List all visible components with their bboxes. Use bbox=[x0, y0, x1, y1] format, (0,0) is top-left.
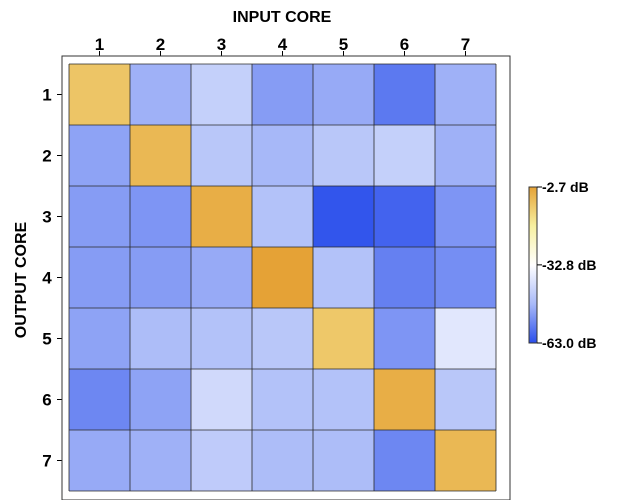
heatmap-cell bbox=[191, 308, 252, 369]
heatmap-cell bbox=[252, 125, 313, 186]
x-tick-label: 3 bbox=[217, 35, 226, 54]
heatmap-cell bbox=[435, 430, 496, 491]
y-tick-label: 4 bbox=[42, 269, 52, 288]
heatmap-cell bbox=[191, 64, 252, 125]
x-tick-label: 7 bbox=[461, 35, 470, 54]
heatmap-cell bbox=[252, 369, 313, 430]
heatmap-cell bbox=[130, 247, 191, 308]
heatmap-cell bbox=[252, 430, 313, 491]
heatmap-cell bbox=[69, 308, 130, 369]
heatmap-cell bbox=[435, 369, 496, 430]
plot-frame bbox=[61, 55, 511, 500]
heatmap-cell bbox=[191, 125, 252, 186]
heatmap-cell bbox=[313, 186, 374, 247]
heatmap-cell bbox=[435, 125, 496, 186]
y-tick-labels: 1 2 3 4 5 6 7 bbox=[42, 86, 62, 471]
heatmap-cell bbox=[130, 186, 191, 247]
heatmap-cell bbox=[374, 430, 435, 491]
y-tick-label: 7 bbox=[42, 452, 51, 471]
heatmap-cell bbox=[130, 64, 191, 125]
heatmap-cell bbox=[252, 247, 313, 308]
heatmap-cell bbox=[313, 369, 374, 430]
colorbar-gradient bbox=[528, 186, 538, 344]
heatmap-cell bbox=[374, 308, 435, 369]
heatmap-cell bbox=[252, 186, 313, 247]
heatmap-cell bbox=[130, 308, 191, 369]
y-tick-label: 5 bbox=[42, 330, 51, 349]
y-tick-label: 3 bbox=[42, 208, 51, 227]
heatmap-cell bbox=[435, 186, 496, 247]
x-tick-label: 5 bbox=[339, 35, 348, 54]
heatmap-cell bbox=[69, 369, 130, 430]
x-tick-labels: 1 2 3 4 5 6 7 bbox=[95, 35, 470, 56]
heatmap-cell bbox=[191, 369, 252, 430]
heatmap-cell bbox=[191, 186, 252, 247]
heatmap-cell bbox=[69, 247, 130, 308]
heatmap-cell bbox=[313, 247, 374, 308]
x-tick-label: 1 bbox=[95, 35, 104, 54]
heatmap-cell bbox=[313, 64, 374, 125]
x-tick-label: 6 bbox=[400, 35, 409, 54]
y-tick-label: 1 bbox=[42, 86, 51, 105]
heatmap-cell bbox=[435, 247, 496, 308]
heatmap-cell bbox=[252, 64, 313, 125]
y-tick-label: 6 bbox=[42, 391, 51, 410]
heatmap-cell bbox=[374, 186, 435, 247]
heatmap-cell bbox=[69, 186, 130, 247]
x-axis-title: INPUT CORE bbox=[233, 9, 332, 26]
colorbar: -2.7 dB -32.8 dB -63.0 dB bbox=[528, 179, 596, 351]
heatmap-cell bbox=[374, 247, 435, 308]
heatmap-cell bbox=[313, 430, 374, 491]
plot-border bbox=[61, 55, 511, 500]
heatmap-cell bbox=[435, 308, 496, 369]
colorbar-tick-label: -32.8 dB bbox=[542, 257, 596, 273]
colorbar-tick-label: -2.7 dB bbox=[542, 179, 589, 195]
heatmap-cell bbox=[130, 369, 191, 430]
heatmap-cell bbox=[191, 430, 252, 491]
heatmap-cell bbox=[374, 125, 435, 186]
x-tick-label: 2 bbox=[156, 35, 165, 54]
heatmap-cell bbox=[313, 308, 374, 369]
y-axis-title: OUTPUT CORE bbox=[13, 221, 30, 338]
x-tick-label: 4 bbox=[278, 35, 288, 54]
heatmap-cells bbox=[69, 64, 496, 491]
heatmap-cell bbox=[191, 247, 252, 308]
heatmap-cell bbox=[252, 308, 313, 369]
heatmap-cell bbox=[374, 369, 435, 430]
heatmap-gridlines bbox=[68, 63, 497, 492]
heatmap-cell bbox=[69, 430, 130, 491]
heatmap-cell bbox=[130, 125, 191, 186]
heatmap-cell bbox=[313, 125, 374, 186]
heatmap-cell bbox=[69, 64, 130, 125]
heatmap-cell bbox=[130, 430, 191, 491]
colorbar-tick-label: -63.0 dB bbox=[542, 335, 596, 351]
heatmap-cell bbox=[374, 64, 435, 125]
heatmap-cell bbox=[435, 64, 496, 125]
heatmap-cell bbox=[69, 125, 130, 186]
y-tick-label: 2 bbox=[42, 147, 51, 166]
